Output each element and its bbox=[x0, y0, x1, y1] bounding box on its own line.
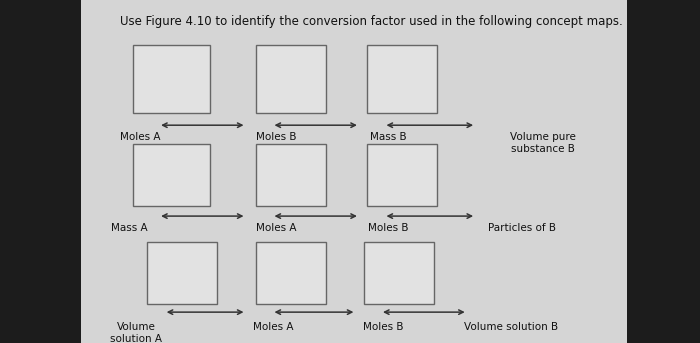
Bar bbox=[256, 144, 326, 206]
Text: Moles A: Moles A bbox=[120, 132, 160, 142]
Text: Particles of B: Particles of B bbox=[487, 223, 556, 233]
Bar bbox=[147, 242, 217, 304]
Text: Use Figure 4.10 to identify the conversion factor used in the following concept : Use Figure 4.10 to identify the conversi… bbox=[120, 15, 622, 28]
Bar bbox=[368, 144, 438, 206]
Text: Moles B: Moles B bbox=[256, 132, 297, 142]
Text: Volume
solution A: Volume solution A bbox=[111, 322, 162, 343]
Bar bbox=[256, 242, 326, 304]
Text: Mass A: Mass A bbox=[111, 223, 148, 233]
Text: Moles A: Moles A bbox=[256, 223, 297, 233]
Text: Volume solution B: Volume solution B bbox=[464, 322, 558, 332]
Text: Moles B: Moles B bbox=[363, 322, 404, 332]
Text: Volume pure
substance B: Volume pure substance B bbox=[510, 132, 575, 154]
Bar bbox=[256, 45, 326, 113]
Bar bbox=[0, 0, 80, 343]
Text: Moles B: Moles B bbox=[368, 223, 409, 233]
Bar bbox=[626, 0, 700, 343]
Bar bbox=[133, 144, 210, 206]
Bar bbox=[368, 45, 438, 113]
Text: Mass B: Mass B bbox=[370, 132, 407, 142]
Bar bbox=[133, 45, 210, 113]
Bar bbox=[364, 242, 434, 304]
Text: Moles A: Moles A bbox=[253, 322, 293, 332]
